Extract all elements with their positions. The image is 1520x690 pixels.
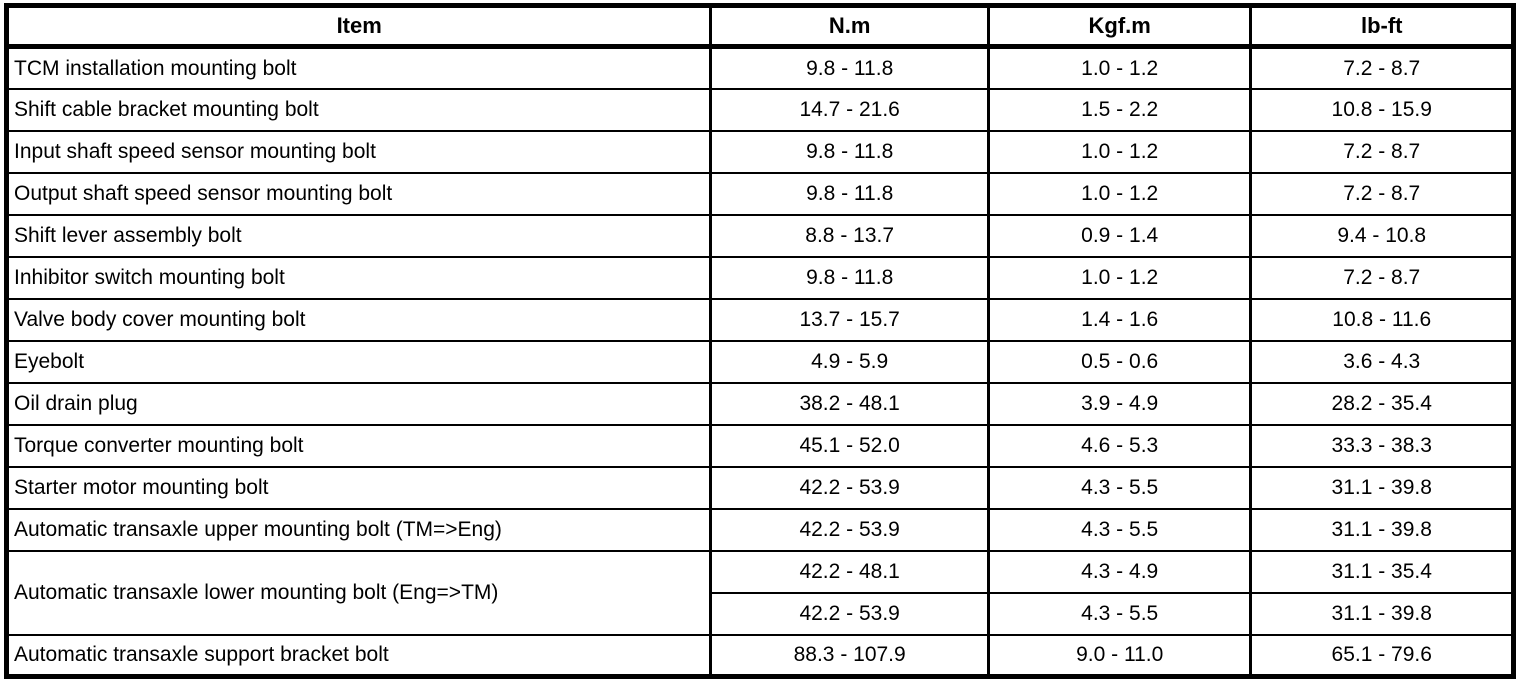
lbft-cell: 3.6 - 4.3 bbox=[1249, 339, 1516, 384]
table-row: Valve body cover mounting bolt 13.7 - 15… bbox=[3, 297, 1516, 342]
lbft-cell: 7.2 - 8.7 bbox=[1249, 45, 1516, 90]
torque-spec-table: Item N.m Kgf.m lb-ft TCM installation mo… bbox=[3, 3, 1516, 679]
item-cell: Automatic transaxle upper mounting bolt … bbox=[3, 507, 713, 552]
kgfm-cell: 4.3 - 5.5 bbox=[986, 507, 1253, 552]
lbft-cell: 33.3 - 38.3 bbox=[1249, 423, 1516, 468]
header-lbft: lb-ft bbox=[1249, 3, 1516, 49]
kgfm-cell: 1.0 - 1.2 bbox=[986, 45, 1253, 90]
lbft-cell: 31.1 - 35.4 bbox=[1249, 549, 1516, 594]
kgfm-cell: 1.0 - 1.2 bbox=[986, 255, 1253, 300]
kgfm-cell: 4.6 - 5.3 bbox=[986, 423, 1253, 468]
header-row: Item N.m Kgf.m lb-ft bbox=[3, 3, 1516, 49]
table-row: Starter motor mounting bolt 42.2 - 53.9 … bbox=[3, 465, 1516, 510]
lbft-cell: 7.2 - 8.7 bbox=[1249, 129, 1516, 174]
item-cell: Inhibitor switch mounting bolt bbox=[3, 255, 713, 300]
header-item: Item bbox=[3, 3, 713, 49]
table-row: Automatic transaxle support bracket bolt… bbox=[3, 633, 1516, 679]
item-cell: Torque converter mounting bolt bbox=[3, 423, 713, 468]
lbft-cell: 65.1 - 79.6 bbox=[1249, 633, 1516, 679]
kgfm-cell: 1.5 - 2.2 bbox=[986, 87, 1253, 132]
table-row: Eyebolt 4.9 - 5.9 0.5 - 0.6 3.6 - 4.3 bbox=[3, 339, 1516, 384]
nm-cell: 13.7 - 15.7 bbox=[709, 297, 990, 342]
table-row: Torque converter mounting bolt 45.1 - 52… bbox=[3, 423, 1516, 468]
kgfm-cell: 3.9 - 4.9 bbox=[986, 381, 1253, 426]
item-cell: TCM installation mounting bolt bbox=[3, 45, 713, 90]
nm-cell: 9.8 - 11.8 bbox=[709, 45, 990, 90]
kgfm-cell: 4.3 - 4.9 bbox=[986, 549, 1253, 594]
item-cell: Starter motor mounting bolt bbox=[3, 465, 713, 510]
item-cell: Output shaft speed sensor mounting bolt bbox=[3, 171, 713, 216]
kgfm-cell: 4.3 - 5.5 bbox=[986, 591, 1253, 636]
lbft-cell: 9.4 - 10.8 bbox=[1249, 213, 1516, 258]
lbft-cell: 31.1 - 39.8 bbox=[1249, 507, 1516, 552]
header-kgfm: Kgf.m bbox=[986, 3, 1253, 49]
nm-cell: 4.9 - 5.9 bbox=[709, 339, 990, 384]
nm-cell: 14.7 - 21.6 bbox=[709, 87, 990, 132]
table-row: Inhibitor switch mounting bolt 9.8 - 11.… bbox=[3, 255, 1516, 300]
item-cell: Eyebolt bbox=[3, 339, 713, 384]
nm-cell: 45.1 - 52.0 bbox=[709, 423, 990, 468]
nm-cell: 38.2 - 48.1 bbox=[709, 381, 990, 426]
kgfm-cell: 4.3 - 5.5 bbox=[986, 465, 1253, 510]
nm-cell: 42.2 - 48.1 bbox=[709, 549, 990, 594]
lbft-cell: 7.2 - 8.7 bbox=[1249, 255, 1516, 300]
lbft-cell: 10.8 - 11.6 bbox=[1249, 297, 1516, 342]
item-cell: Shift lever assembly bolt bbox=[3, 213, 713, 258]
kgfm-cell: 9.0 - 11.0 bbox=[986, 633, 1253, 679]
nm-cell: 9.8 - 11.8 bbox=[709, 171, 990, 216]
nm-cell: 88.3 - 107.9 bbox=[709, 633, 990, 679]
table-row: Shift lever assembly bolt 8.8 - 13.7 0.9… bbox=[3, 213, 1516, 258]
lbft-cell: 7.2 - 8.7 bbox=[1249, 171, 1516, 216]
item-cell: Valve body cover mounting bolt bbox=[3, 297, 713, 342]
nm-cell: 9.8 - 11.8 bbox=[709, 129, 990, 174]
kgfm-cell: 0.9 - 1.4 bbox=[986, 213, 1253, 258]
lbft-cell: 31.1 - 39.8 bbox=[1249, 465, 1516, 510]
header-nm: N.m bbox=[709, 3, 990, 49]
lbft-cell: 10.8 - 15.9 bbox=[1249, 87, 1516, 132]
item-cell: Oil drain plug bbox=[3, 381, 713, 426]
item-cell: Input shaft speed sensor mounting bolt bbox=[3, 129, 713, 174]
kgfm-cell: 1.0 - 1.2 bbox=[986, 129, 1253, 174]
nm-cell: 42.2 - 53.9 bbox=[709, 465, 990, 510]
nm-cell: 42.2 - 53.9 bbox=[709, 507, 990, 552]
table-row: Input shaft speed sensor mounting bolt 9… bbox=[3, 129, 1516, 174]
kgfm-cell: 1.0 - 1.2 bbox=[986, 171, 1253, 216]
table-row: 42.2 - 53.9 4.3 - 5.5 31.1 - 39.8 bbox=[7, 591, 1516, 636]
lbft-cell: 28.2 - 35.4 bbox=[1249, 381, 1516, 426]
item-cell-merged: Automatic transaxle lower mounting bolt … bbox=[3, 549, 713, 636]
table-row: Automatic transaxle upper mounting bolt … bbox=[3, 507, 1516, 552]
item-cell: Shift cable bracket mounting bolt bbox=[3, 87, 713, 132]
table-row: Output shaft speed sensor mounting bolt … bbox=[3, 171, 1516, 216]
kgfm-cell: 1.4 - 1.6 bbox=[986, 297, 1253, 342]
item-cell: Automatic transaxle support bracket bolt bbox=[3, 633, 713, 679]
nm-cell: 8.8 - 13.7 bbox=[709, 213, 990, 258]
kgfm-cell: 0.5 - 0.6 bbox=[986, 339, 1253, 384]
table-row: TCM installation mounting bolt 9.8 - 11.… bbox=[3, 45, 1516, 90]
table-row: Automatic transaxle lower mounting bolt … bbox=[3, 549, 1516, 636]
table-row: Oil drain plug 38.2 - 48.1 3.9 - 4.9 28.… bbox=[3, 381, 1516, 426]
nm-cell: 42.2 - 53.9 bbox=[709, 591, 990, 636]
nm-cell: 9.8 - 11.8 bbox=[709, 255, 990, 300]
table-row: Shift cable bracket mounting bolt 14.7 -… bbox=[3, 87, 1516, 132]
lbft-cell: 31.1 - 39.8 bbox=[1249, 591, 1516, 636]
